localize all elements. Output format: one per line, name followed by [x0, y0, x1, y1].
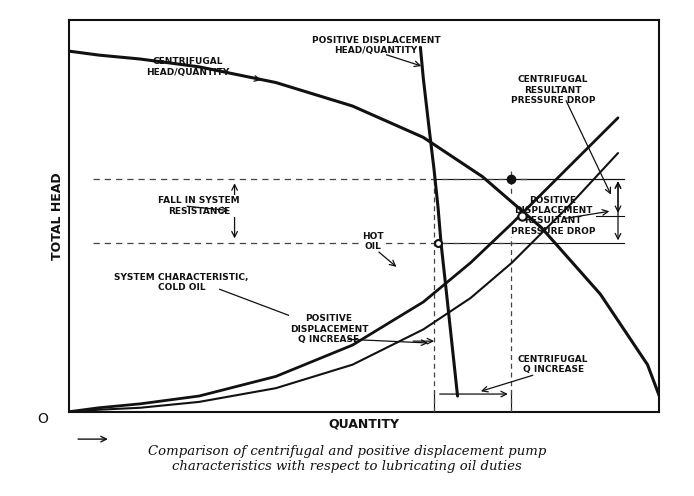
Text: CENTRIFUGAL
HEAD/QUANTITY: CENTRIFUGAL HEAD/QUANTITY	[146, 57, 229, 76]
Text: SYSTEM CHARACTERISTIC,
COLD OIL: SYSTEM CHARACTERISTIC, COLD OIL	[115, 273, 248, 292]
Text: POSITIVE DISPLACEMENT
HEAD/QUANTITY: POSITIVE DISPLACEMENT HEAD/QUANTITY	[312, 36, 441, 55]
Text: CENTRIFUGAL
Q INCREASE: CENTRIFUGAL Q INCREASE	[518, 355, 589, 374]
Text: O: O	[37, 412, 49, 426]
Text: CENTRIFUGAL
RESULTANT
PRESSURE DROP: CENTRIFUGAL RESULTANT PRESSURE DROP	[511, 75, 595, 105]
Text: POSITIVE
DISPLACEMENT
Q INCREASE: POSITIVE DISPLACEMENT Q INCREASE	[289, 314, 369, 344]
Text: POSITIVE
DISPLACEMENT
RESULTANT
PRESSURE DROP: POSITIVE DISPLACEMENT RESULTANT PRESSURE…	[511, 195, 595, 236]
Text: FALL IN SYSTEM
RESISTANCE: FALL IN SYSTEM RESISTANCE	[158, 196, 240, 216]
X-axis label: QUANTITY: QUANTITY	[329, 417, 400, 430]
Text: Comparison of centrifugal and positive displacement pump
characteristics with re: Comparison of centrifugal and positive d…	[148, 445, 546, 473]
Text: HOT
OIL: HOT OIL	[362, 232, 384, 251]
Y-axis label: TOTAL HEAD: TOTAL HEAD	[51, 172, 64, 259]
